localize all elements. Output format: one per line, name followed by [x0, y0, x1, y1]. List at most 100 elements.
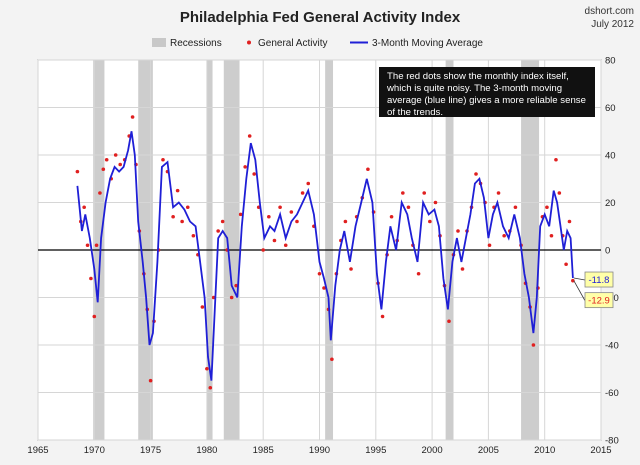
general-activity-point — [330, 357, 334, 362]
source-date: July 2012 — [591, 19, 634, 30]
x-tick-label: 1990 — [309, 445, 330, 456]
callout-label: -12.9 — [588, 296, 610, 307]
general-activity-point — [278, 205, 282, 210]
x-tick-label: 1970 — [84, 445, 105, 456]
general-activity-point — [267, 214, 271, 219]
general-activity-point — [554, 157, 558, 162]
latest-value-callouts: -11.8 -12.9 — [573, 271, 614, 309]
callout-box — [584, 271, 614, 288]
x-tick-label: 1995 — [365, 445, 386, 456]
general-activity-point — [161, 157, 165, 162]
general-activity-point — [130, 115, 135, 119]
x-tick-label: 2015 — [590, 445, 611, 456]
general-activity-point — [513, 205, 518, 210]
annotation-line: average (blue line) gives a more reliabl… — [387, 95, 586, 106]
general-activity-point — [252, 172, 256, 176]
general-activity-point — [82, 205, 86, 210]
general-activity-point — [191, 233, 196, 238]
y-tick-label: -40 — [605, 341, 619, 352]
general-activity-point — [545, 205, 549, 210]
general-activity-point — [531, 343, 536, 347]
general-activity-point — [406, 205, 411, 210]
y-tick-label: 0 — [605, 246, 610, 257]
general-activity-point — [295, 219, 299, 224]
general-activity-point — [113, 153, 118, 157]
x-tick-label: 2005 — [478, 445, 499, 456]
general-activity-point — [272, 238, 277, 243]
general-activity-point — [300, 191, 305, 195]
annotation-box: The red dots show the monthly index itse… — [379, 67, 595, 118]
y-tick-label: 40 — [605, 151, 616, 162]
general-activity-point — [243, 165, 247, 169]
general-activity-point — [98, 191, 102, 195]
general-activity-point — [349, 267, 353, 271]
x-tick-label: 1975 — [140, 445, 161, 456]
callout-label: -11.8 — [589, 275, 610, 286]
general-activity-point — [175, 188, 180, 193]
general-activity-point — [460, 267, 465, 271]
annotation-background — [379, 67, 595, 117]
annotation-text: The red dots show the monthly index itse… — [386, 71, 586, 118]
general-activity-point — [89, 276, 93, 281]
legend-recessions-label: Recessions — [170, 38, 222, 49]
general-activity-point — [205, 366, 209, 371]
moving-average-line — [76, 131, 574, 381]
general-activity-point — [366, 167, 370, 172]
general-activity-point — [148, 378, 153, 383]
y-tick-label: 20 — [605, 198, 616, 209]
callout-leader — [573, 280, 586, 301]
general-activity-point — [289, 210, 294, 214]
general-activity-point — [549, 233, 554, 238]
callout-leader — [573, 277, 586, 281]
general-activity-point — [343, 219, 348, 224]
general-activity-point — [487, 243, 492, 248]
annotation-line: of the trends. — [387, 107, 443, 118]
general-activity-point — [283, 243, 288, 248]
legend-dot-swatch — [247, 40, 251, 45]
general-activity-point — [118, 162, 122, 167]
general-activity-point — [104, 157, 109, 162]
general-activity-point — [234, 283, 238, 288]
y-tick-label: -80 — [605, 436, 619, 447]
general-activity-point — [261, 248, 266, 252]
general-activity-point — [456, 229, 460, 233]
general-activity-point — [94, 243, 99, 248]
y-tick-label: 80 — [605, 56, 616, 67]
general-activity-point — [496, 191, 501, 195]
x-tick-label: 2010 — [534, 445, 555, 456]
general-activity-point — [571, 278, 575, 283]
general-activity-point — [557, 191, 562, 195]
general-activity-point — [380, 314, 385, 319]
general-activity-point — [317, 271, 322, 276]
general-activity-point — [180, 219, 184, 224]
legend-moving-average-label: 3-Month Moving Average — [372, 38, 483, 49]
x-axis-ticks: 1965 1970 1975 1980 1985 1990 1995 2000 2005 2010… — [27, 445, 611, 456]
annotation-line: The red dots show the monthly index itse… — [387, 71, 569, 82]
general-activity-point — [322, 286, 326, 290]
general-activity-point — [75, 169, 80, 174]
general-activity-point — [208, 385, 213, 390]
general-activity-point — [401, 191, 405, 195]
x-tick-label: 1980 — [196, 445, 217, 456]
general-activity-point — [101, 167, 106, 172]
general-activity-point — [92, 314, 97, 319]
legend: Recessions General Activity 3-Month Movi… — [152, 38, 483, 49]
general-activity-point — [447, 319, 451, 324]
general-activity-point — [428, 219, 432, 224]
x-tick-label: 1965 — [27, 445, 48, 456]
general-activity-point — [229, 295, 234, 300]
general-activity-point — [564, 262, 568, 267]
general-activity-point — [85, 243, 90, 248]
chart-title: Philadelphia Fed General Activity Index — [180, 9, 461, 26]
x-tick-label: 2000 — [422, 445, 443, 456]
general-activity-point — [389, 214, 394, 219]
general-activity-point — [416, 271, 421, 276]
general-activity-point — [220, 219, 225, 224]
general-activity-point — [247, 134, 252, 138]
general-activity-point — [422, 191, 427, 195]
general-activity-point — [306, 181, 311, 186]
source-credit: dshort.com — [585, 6, 634, 17]
